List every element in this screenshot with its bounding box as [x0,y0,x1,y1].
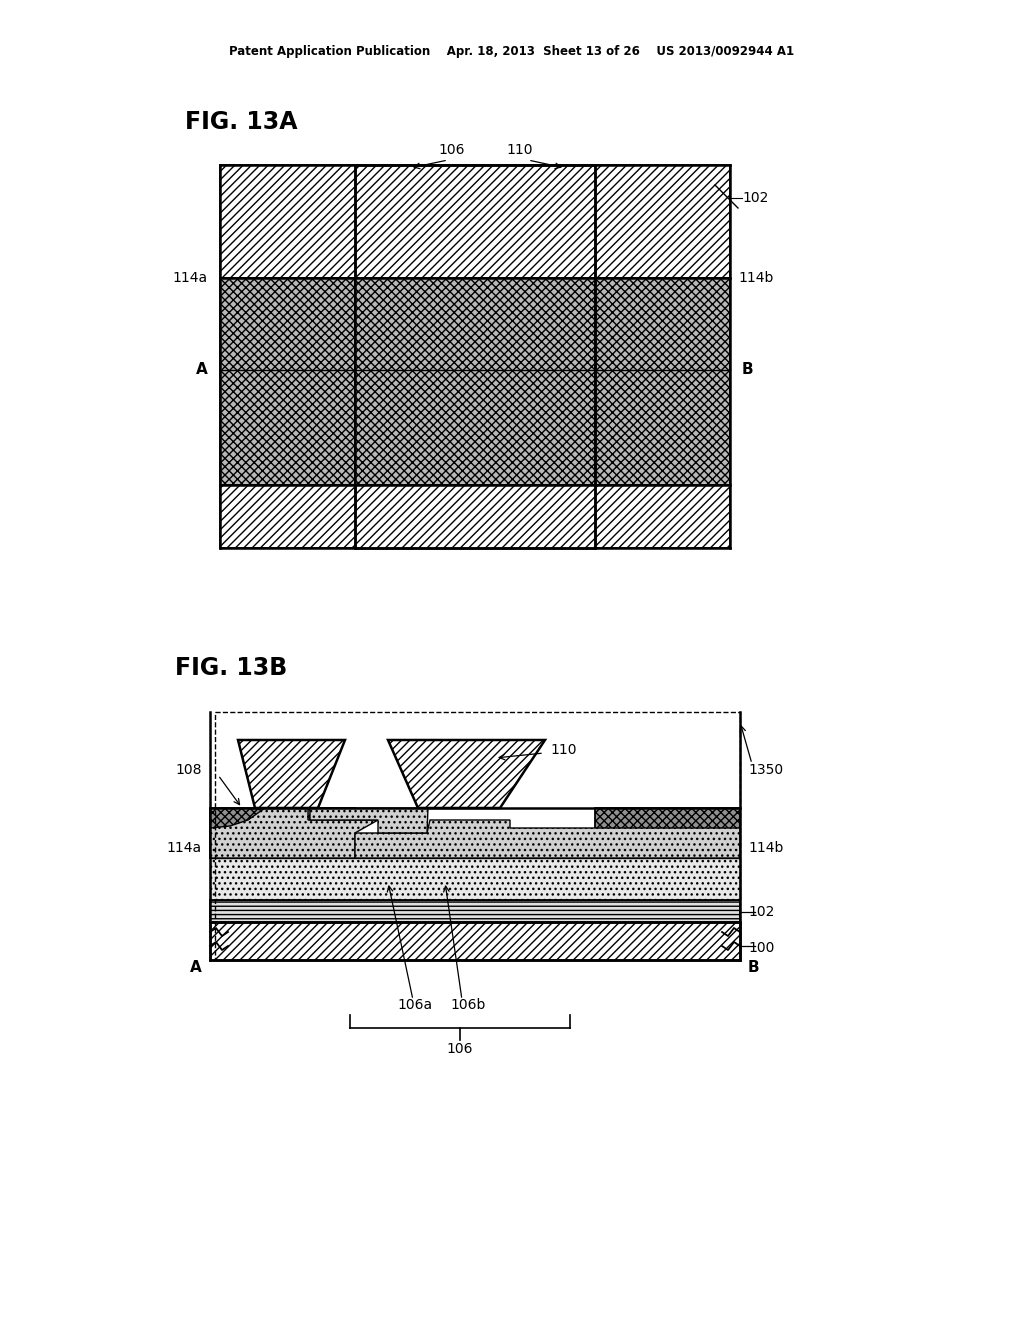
Text: 1350: 1350 [748,763,783,777]
Text: 108: 108 [175,763,202,777]
Bar [210,808,355,858]
Text: B: B [742,363,754,378]
Polygon shape [238,741,345,808]
Bar [210,858,740,900]
Polygon shape [388,741,545,808]
Text: 102: 102 [742,191,768,205]
Text: A: A [197,363,208,378]
Bar [220,279,355,484]
Text: 114a: 114a [167,841,202,855]
Text: 100: 100 [748,941,774,954]
Polygon shape [355,820,740,858]
Text: Patent Application Publication    Apr. 18, 2013  Sheet 13 of 26    US 2013/00929: Patent Application Publication Apr. 18, … [229,45,795,58]
Polygon shape [310,808,428,833]
Text: 114a: 114a [173,271,208,285]
Bar [210,921,740,960]
Bar [355,279,595,484]
Text: 106a: 106a [397,998,432,1012]
Text: FIG. 13B: FIG. 13B [175,656,288,680]
Text: 106b: 106b [451,998,485,1012]
Bar [595,808,740,858]
Text: 106: 106 [438,143,465,157]
Polygon shape [210,808,378,858]
Text: 110: 110 [550,743,577,756]
Text: 102: 102 [748,906,774,919]
Text: A: A [190,961,202,975]
Text: 114b: 114b [748,841,783,855]
Bar [210,900,740,921]
Bar [215,711,740,960]
Bar [595,279,730,484]
Bar [355,165,595,548]
Text: FIG. 13A: FIG. 13A [185,110,298,135]
Text: 106: 106 [446,1041,473,1056]
Text: 110: 110 [507,143,534,157]
Bar [220,484,730,548]
Text: B: B [748,961,760,975]
Bar [220,165,730,279]
Text: 114b: 114b [738,271,773,285]
